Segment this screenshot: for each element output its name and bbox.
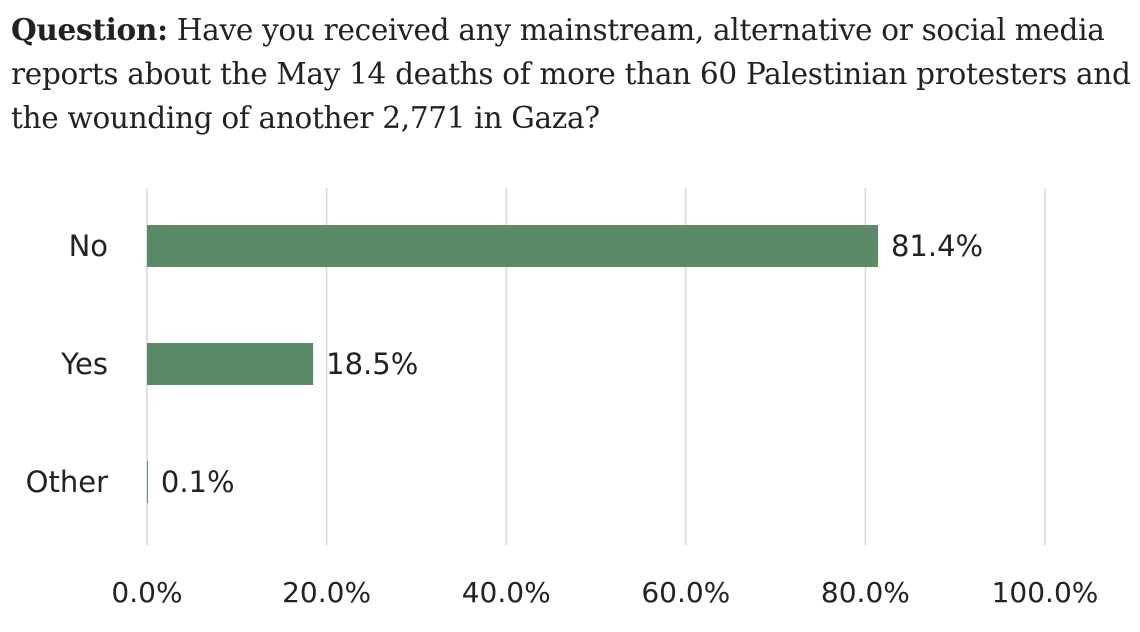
x-tick-label: 80.0%: [821, 576, 910, 609]
x-axis-tick-labels: 0.0% 20.0% 40.0% 60.0% 80.0% 100.0%: [111, 576, 1098, 609]
category-label: Yes: [60, 347, 108, 381]
category-label: Other: [26, 465, 108, 499]
x-tick-label: 100.0%: [992, 576, 1099, 609]
category-label: No: [69, 229, 108, 263]
question-label: Question:: [11, 12, 168, 47]
question-text: Question: Have you received any mainstre…: [11, 8, 1131, 140]
category-labels: No Yes Other: [26, 229, 108, 499]
data-labels: 81.4% 18.5% 0.1%: [161, 229, 983, 499]
x-tick-label: 40.0%: [462, 576, 551, 609]
x-tick-label: 20.0%: [282, 576, 371, 609]
data-label: 0.1%: [161, 465, 235, 499]
bars: [147, 225, 878, 503]
question-body: Have you received any mainstream, altern…: [11, 13, 1131, 135]
data-label: 81.4%: [891, 229, 983, 263]
x-tick-label: 60.0%: [641, 576, 730, 609]
data-label: 18.5%: [326, 347, 418, 381]
x-tick-label: 0.0%: [111, 576, 182, 609]
bar: [147, 225, 878, 267]
bar: [147, 461, 148, 503]
bar: [147, 343, 314, 385]
